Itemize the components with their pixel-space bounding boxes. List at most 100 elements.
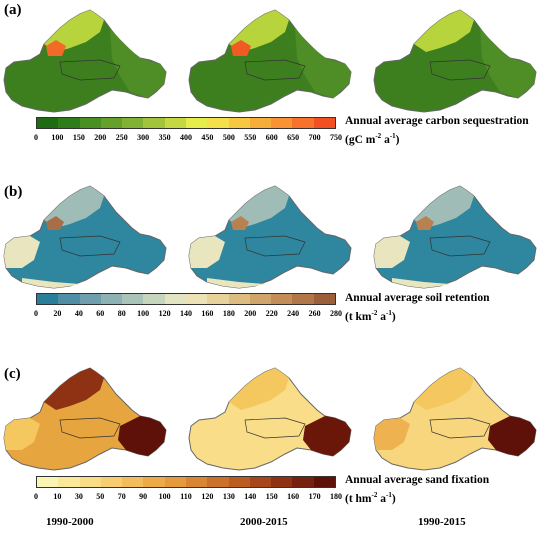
legend-swatch — [143, 477, 165, 487]
legend-swatch — [37, 294, 59, 304]
legend-swatch — [292, 294, 314, 304]
legend-tick-label: 280 — [330, 309, 342, 318]
legend-tick-label: 160 — [201, 309, 214, 318]
legend-swatch — [79, 477, 101, 487]
legend-tick-label: 600 — [265, 133, 278, 142]
legend-tick-label: 60 — [96, 309, 105, 318]
legend-tick-label: 700 — [308, 133, 321, 142]
legend-tick-label: 550 — [244, 133, 257, 142]
legend-swatch — [37, 477, 59, 487]
legend-swatch — [58, 294, 80, 304]
legend-swatch — [228, 118, 250, 128]
legend-tick-label: 0 — [34, 492, 38, 501]
legend-tick-label: 450 — [201, 133, 214, 142]
legend-swatch — [292, 477, 314, 487]
legend-tick-label: 750 — [330, 133, 342, 142]
legend-tick-label: 200 — [94, 133, 107, 142]
legend-swatch — [164, 477, 186, 487]
legend-tick-label: 140 — [180, 309, 192, 318]
legend-tick-label: 120 — [158, 309, 171, 318]
legend-tick-label: 160 — [287, 492, 300, 501]
legend-tick-label: 50 — [96, 492, 105, 501]
legend-swatch — [58, 118, 80, 128]
legend-tick-label: 300 — [137, 133, 150, 142]
legend-tick-label: 10 — [53, 492, 62, 501]
legend-swatch — [271, 294, 293, 304]
period-label-1990-2015: 1990-2015 — [418, 516, 466, 528]
legend-swatch — [100, 477, 123, 487]
legend-tick-label: 100 — [51, 133, 64, 142]
legend-swatch — [122, 118, 144, 128]
legend-swatch — [313, 294, 335, 304]
legend-tick-label: 650 — [287, 133, 300, 142]
legend-swatch — [143, 118, 165, 128]
legend-tick-label: 150 — [265, 492, 278, 501]
soil-legend-title: Annual average soil retention — [345, 292, 490, 304]
legend-swatch — [271, 477, 293, 487]
soil-legend-unit: (t km-2 a-1) — [345, 309, 396, 323]
legend-tick-label: 180 — [330, 492, 342, 501]
carbon-legend-unit: (gC m-2 a-1) — [345, 132, 400, 146]
legend-tick-label: 170 — [308, 492, 321, 501]
carbon-legend-ticks: 0 100 150 200 250 300 350 400 450 500 550 600 650 700… — [34, 133, 342, 145]
sand-legend-title: Annual average sand fixation — [345, 474, 490, 486]
period-label-1990-2000: 1990-2000 — [46, 516, 94, 528]
carbon-map-2000-2015 — [188, 9, 352, 113]
legend-swatch — [143, 294, 165, 304]
legend-tick-label: 130 — [222, 492, 235, 501]
legend-tick-label: 80 — [117, 309, 126, 318]
legend-tick-label: 20 — [53, 309, 62, 318]
legend-swatch — [185, 118, 208, 128]
legend-tick-label: 30 — [74, 492, 83, 501]
legend-tick-label: 100 — [158, 492, 171, 501]
legend-swatch — [58, 477, 80, 487]
legend-swatch — [164, 294, 186, 304]
soil-map-1990-2015 — [373, 185, 537, 289]
sand-map-2000-2015 — [188, 367, 352, 471]
legend-swatch — [37, 118, 59, 128]
legend-tick-label: 260 — [308, 309, 321, 318]
legend-tick-label: 220 — [265, 309, 278, 318]
soil-legend-bar — [36, 293, 336, 305]
legend-tick-label: 100 — [137, 309, 150, 318]
legend-swatch — [228, 477, 250, 487]
legend-swatch — [164, 118, 186, 128]
legend-swatch — [185, 294, 208, 304]
soil-map-2000-2015 — [188, 185, 352, 289]
legend-swatch — [207, 118, 229, 128]
legend-tick-label: 90 — [139, 492, 148, 501]
panel-label-a: (a) — [4, 2, 22, 18]
carbon-map-1990-2015 — [373, 9, 537, 113]
legend-swatch — [292, 118, 314, 128]
legend-swatch — [249, 477, 272, 487]
legend-tick-label: 40 — [74, 309, 83, 318]
legend-tick-label: 180 — [222, 309, 235, 318]
legend-swatch — [249, 294, 272, 304]
legend-swatch — [271, 118, 293, 128]
carbon-legend-title: Annual average carbon sequestration — [345, 115, 529, 127]
soil-map-1990-2000 — [3, 185, 167, 289]
legend-tick-label: 150 — [72, 133, 85, 142]
legend-swatch — [313, 477, 335, 487]
panel-label-c: (c) — [4, 366, 21, 382]
period-label-2000-2015: 2000-2015 — [240, 516, 288, 528]
legend-tick-label: 0 — [34, 133, 38, 142]
soil-legend-ticks: 0 20 40 60 80 100 120 140 160 180 200 220 240 260 280 — [34, 309, 342, 321]
legend-swatch — [313, 118, 335, 128]
legend-swatch — [79, 294, 101, 304]
legend-swatch — [79, 118, 101, 128]
legend-tick-label: 110 — [180, 492, 192, 501]
legend-swatch — [100, 118, 123, 128]
sand-map-1990-2015 — [373, 367, 537, 471]
legend-tick-label: 350 — [158, 133, 171, 142]
legend-tick-label: 250 — [115, 133, 128, 142]
legend-swatch — [207, 477, 229, 487]
legend-tick-label: 400 — [180, 133, 192, 142]
legend-swatch — [100, 294, 123, 304]
legend-tick-label: 240 — [287, 309, 300, 318]
carbon-map-1990-2000 — [3, 9, 167, 113]
legend-tick-label: 500 — [222, 133, 235, 142]
legend-swatch — [249, 118, 272, 128]
legend-tick-label: 140 — [244, 492, 257, 501]
legend-tick-label: 200 — [244, 309, 257, 318]
